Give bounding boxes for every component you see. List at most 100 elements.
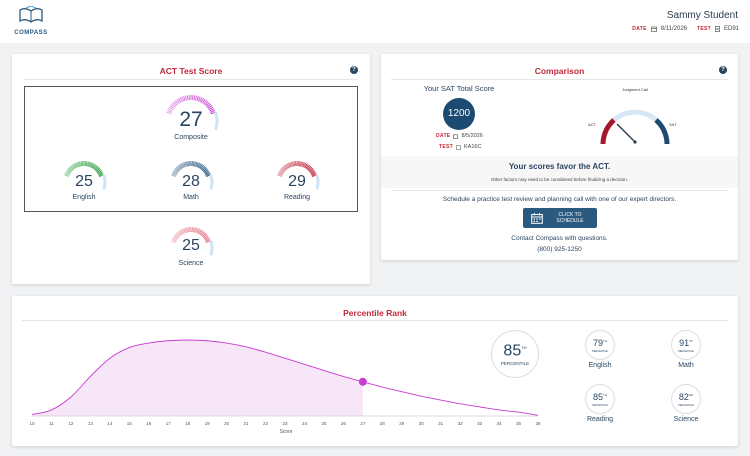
math-percentile-name: Math [678,362,694,369]
favor-divider [391,190,728,191]
x-tick-label: 19 [204,421,210,426]
contact-phone[interactable]: (800) 925-1250 [537,246,582,253]
gauge-tick [200,230,205,236]
gauge-tick [282,165,287,171]
science-percentile-sub: PERCENTILE [678,404,694,407]
chart-score-marker[interactable] [358,377,367,386]
gauge-tick [203,169,209,173]
english-percentile-name: English [588,362,612,369]
main-percentile-suffix: TH [521,345,527,350]
gauge-tick [177,164,182,170]
gauge-tick [298,161,301,167]
comparison-title-divider [391,79,728,80]
gauge-tick [193,227,196,233]
gauge-tick [79,161,82,167]
gauge-tick [277,172,283,176]
gauge-tick [205,174,211,177]
percentile-item-english: 79TH PERCENTILE English [585,330,617,369]
english-percentile-suffix: TH [603,339,607,343]
help-icon[interactable]: ? [350,66,358,74]
gauge-tick [179,97,183,103]
gauge-tick [179,164,183,169]
gauge-tick [200,97,204,103]
gauge-tick [176,231,181,237]
gauge-tick [205,240,211,243]
help-icon[interactable]: ? [719,66,727,74]
gauge-tick [171,238,177,242]
x-tick-label: 36 [535,421,541,426]
gauge-tick [301,161,304,167]
gauge-tick [172,237,178,241]
science-gauge-arc [171,227,214,256]
decision-gauge-arc [600,109,670,145]
sat-date-value: 8/5/2026 [461,133,483,139]
gauge-tick [66,169,72,173]
gauge-tick [202,232,207,238]
math-gauge-arc [171,161,214,190]
math-percentile-row: 91ST [672,337,700,348]
gauge-tick [173,101,178,106]
gauge-tick [77,161,80,167]
gauge-tick [198,229,202,235]
gauge-tick [184,227,187,233]
gauge-tick [200,164,205,170]
gauge-tick [186,95,189,101]
chart-x-label: Score [279,429,293,435]
gauge-tick [195,161,198,167]
gauge-tick [169,105,175,109]
gauge-tick [202,233,208,238]
reading-percentile-row: 85TH [586,391,614,402]
gauge-tick [196,162,199,168]
gauge-remaining-arc [102,174,107,190]
gauge-tick [85,161,88,167]
gauge-tick [96,169,102,173]
sat-score-badge: 1200 [443,98,475,130]
calendar-icon [531,212,543,224]
gauge-tick [283,164,288,170]
composite-label: Composite [174,134,208,141]
gauge-tick [181,228,185,234]
math-percentile-value: 91 [679,338,690,348]
gauge-tick [180,229,184,235]
sat-side-label: SAT [669,122,677,127]
gauge-tick [187,227,190,233]
composite-score: 27 [179,108,203,131]
act-card-title: ACT Test Score [159,66,223,76]
gauge-tick [187,161,190,167]
gauge-tick [199,164,203,169]
gauge-tick [201,165,206,171]
x-tick-label: 15 [126,421,132,426]
gauge-tick [195,227,198,233]
gauge-tick [170,103,176,108]
gauge-tick [183,162,186,168]
gauge-tick [171,174,177,177]
gauge-tick [183,228,186,234]
gauge-tick [202,167,208,172]
x-tick-label: 11 [49,421,54,426]
gauge-tick [285,164,289,169]
decision-gauge: Judgment Call ACT SAT [587,86,683,152]
gauge-tick [308,167,314,172]
gauge-tick [302,162,305,168]
header-meta: DATE 8/11/2026 TEST ED91 [632,26,739,32]
gauge-tick [198,163,202,169]
percentile-item-math: 91ST PERCENTILE Math [671,330,703,369]
act-side-label: ACT [588,122,596,127]
gauge-tick [278,171,284,175]
gauge-tick [90,162,94,168]
compass-logo[interactable]: COMPASS [12,5,50,36]
sat-date-row: DATE 8/5/2026 [436,133,483,139]
english-percentile-sub: PERCENTILE [592,350,608,353]
test-label: TEST [697,26,711,32]
x-tick-label: 16 [146,421,152,426]
gauge-tick [281,166,286,172]
gauge-tick [204,236,210,240]
schedule-button[interactable]: CLICK TO SCHEDULE [523,208,597,228]
percentile-item-reading: 85TH PERCENTILE Reading [585,384,617,423]
gauge-tick [88,161,91,167]
gauge-tick [279,169,285,173]
gauge-tick [196,228,199,234]
composite-gauge-arc [166,95,219,131]
main-percentile-circle: 85TH PERCENTILE [491,330,539,378]
gauge-tick [67,167,73,172]
